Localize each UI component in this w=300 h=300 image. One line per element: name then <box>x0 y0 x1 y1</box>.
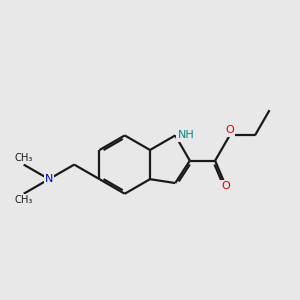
Text: O: O <box>225 125 234 135</box>
Text: CH₃: CH₃ <box>14 153 33 163</box>
Text: NH: NH <box>178 130 194 140</box>
Text: N: N <box>45 174 53 184</box>
Text: CH₃: CH₃ <box>14 195 33 205</box>
Text: O: O <box>221 181 230 191</box>
